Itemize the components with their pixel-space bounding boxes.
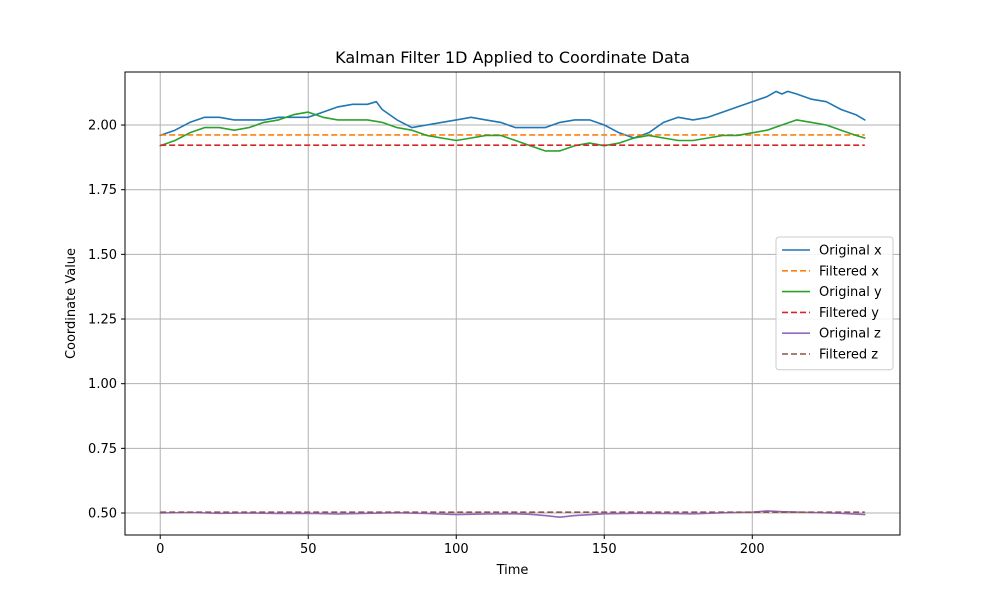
legend: Original x Filtered x Original y Filtered y… (775, 236, 894, 371)
x-tick-label: 0 (156, 542, 164, 557)
x-axis-label: Time (496, 563, 529, 578)
plot-lines (159, 90, 866, 518)
axis-ticks: 0 50 100 150 200 0.50 0.75 1.00 1.25 1.50 1.75 2.00 (88, 119, 765, 557)
legend-label: Original z (819, 327, 881, 342)
x-tick-label: 150 (592, 542, 617, 557)
legend-label: Original x (819, 244, 882, 259)
legend-label: Original y (819, 285, 882, 300)
x-tick-label: 50 (300, 542, 317, 557)
legend-label: Filtered y (819, 306, 879, 321)
y-tick-label: 2.00 (88, 119, 117, 134)
y-tick-label: 0.50 (88, 507, 117, 522)
chart-title: Kalman Filter 1D Applied to Coordinate D… (335, 48, 690, 67)
series-line-original-y (159, 111, 866, 152)
y-tick-label: 1.50 (88, 248, 117, 263)
legend-label: Filtered x (819, 264, 879, 279)
x-tick-label: 200 (740, 542, 765, 557)
legend-label: Filtered z (819, 348, 878, 363)
y-tick-label: 1.00 (88, 377, 117, 392)
y-tick-label: 0.75 (88, 442, 117, 457)
y-axis-label: Coordinate Value (64, 248, 79, 359)
y-tick-label: 1.75 (88, 183, 117, 198)
y-tick-label: 1.25 (88, 313, 117, 328)
x-tick-label: 100 (444, 542, 469, 557)
plot-area-frame (124, 71, 901, 536)
